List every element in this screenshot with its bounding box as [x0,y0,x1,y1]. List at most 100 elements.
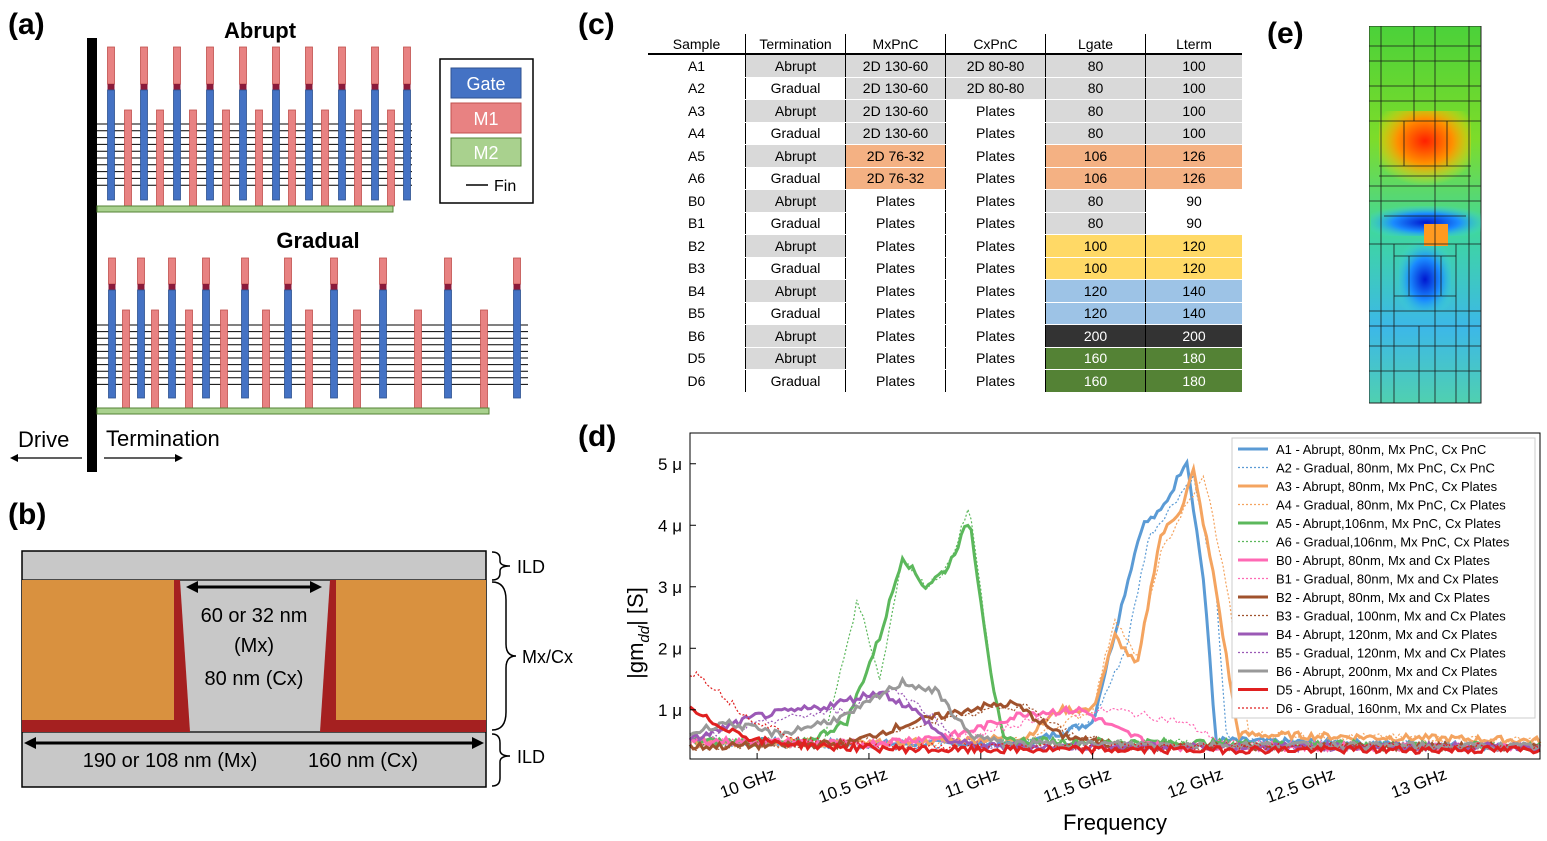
cell-sample: B4 [648,279,746,303]
header-cxpnc: CxPnC [945,34,1046,55]
x-axis-label: Frequency [1063,810,1167,835]
m1-finger [220,309,228,409]
cell-lterm: 140 [1145,279,1242,303]
cell-lgate: 80 [1045,99,1146,123]
width-label-mx: 190 or 108 nm (Mx) [83,750,258,772]
m1-finger [414,309,422,409]
cell-cxpnc: Plates [945,144,1046,168]
cell-mxpnc: Plates [845,257,946,280]
table-row: A3 Abrupt 2D 130-60 Plates 80 100 [648,99,1242,123]
via [284,284,292,290]
cell-cxpnc: Plates [945,122,1046,145]
gate-finger [338,89,346,201]
cell-termination: Gradual [745,77,846,100]
y-tick-label: 4 μ [658,516,682,535]
header-lterm: Lterm [1145,34,1242,55]
sample-table: Sample Termination MxPnC CxPnC Lgate Lte… [648,34,1242,393]
mxcx-brace [491,581,517,731]
cell-lgate: 100 [1045,234,1146,258]
table-row: A1 Abrupt 2D 130-60 2D 80-80 80 100 [648,54,1242,78]
m1-segment [239,46,247,85]
via [338,84,346,90]
cell-sample: D5 [648,347,746,370]
width-label-cx: 160 nm (Cx) [308,750,418,772]
cell-lgate: 80 [1045,189,1146,213]
cell-mxpnc: Plates [845,279,946,303]
sim-hot-region [1379,111,1471,186]
cell-termination: Abrupt [745,54,846,78]
legend-entry: B3 - Gradual, 100nm, Mx and Cx Plates [1276,609,1506,624]
cell-lterm: 90 [1145,212,1242,235]
via [330,284,338,290]
gate-finger [330,289,338,399]
cell-lgate: 80 [1045,54,1146,78]
via [168,284,176,290]
x-tick-label: 10 GHz [718,764,779,802]
m1-segment [272,46,280,85]
cell-lterm: 120 [1145,234,1242,258]
cell-termination: Abrupt [745,144,846,168]
cell-cxpnc: Plates [945,302,1046,325]
legend-entry: A6 - Gradual,106nm, Mx PnC, Cx Plates [1276,535,1510,550]
legend-entry: B5 - Gradual, 120nm, Mx and Cx Plates [1276,646,1506,661]
cell-mxpnc: Plates [845,347,946,370]
m1-finger [262,309,270,409]
gate-finger [108,289,116,399]
table-row: B6 Abrupt Plates Plates 200 200 [648,324,1242,348]
cell-termination: Gradual [745,257,846,280]
table-row: B3 Gradual Plates Plates 100 120 [648,257,1242,280]
field-simulation-image [1369,26,1482,404]
cell-lgate: 106 [1045,167,1146,190]
cell-lgate: 106 [1045,144,1146,168]
cell-cxpnc: Plates [945,167,1046,190]
gradual-title: Gradual [276,228,359,253]
table-row: B4 Abrupt Plates Plates 120 140 [648,279,1242,303]
header-mxpnc: MxPnC [845,34,946,55]
cell-termination: Gradual [745,369,846,393]
cell-mxpnc: 2D 130-60 [845,54,946,78]
header-termination: Termination [745,34,846,55]
cell-lgate: 160 [1045,347,1146,370]
cell-termination: Gradual [745,167,846,190]
gate-finger [305,89,313,201]
cell-cxpnc: Plates [945,189,1046,213]
cell-lterm: 200 [1145,324,1242,348]
cell-sample: A2 [648,77,746,100]
via [371,84,379,90]
via [173,84,181,90]
cell-sample: B2 [648,234,746,258]
cell-lterm: 180 [1145,369,1242,393]
chart-legend: A1 - Abrupt, 80nm, Mx PnC, Cx PnC A2 - Gr… [1231,437,1536,719]
legend-gate-label: Gate [466,74,505,94]
legend-entry: A1 - Abrupt, 80nm, Mx PnC, Cx PnC [1276,442,1486,457]
table-row: D5 Abrupt Plates Plates 160 180 [648,347,1242,370]
cell-lterm: 100 [1145,122,1242,145]
legend-entry: A4 - Gradual, 80nm, Mx PnC, Cx Plates [1276,498,1506,513]
legend-entry: B4 - Abrupt, 120nm, Mx and Cx Plates [1276,627,1498,642]
cell-mxpnc: 2D 76-32 [845,144,946,168]
legend-fin-label: Fin [494,178,516,195]
cell-mxpnc: Plates [845,369,946,393]
cell-termination: Abrupt [745,279,846,303]
gate-finger [137,289,145,399]
legend-entry: A5 - Abrupt,106nm, Mx PnC, Cx Plates [1276,516,1501,531]
cell-termination: Abrupt [745,347,846,370]
gate-finger [284,289,292,399]
legend-m2-label: M2 [473,143,498,163]
gate-finger [206,89,214,201]
m1-segment [379,257,387,285]
cell-lgate: 80 [1045,212,1146,235]
x-tick-label: 11.5 GHz [1041,764,1114,806]
via [137,284,145,290]
via [241,284,249,290]
series-line [689,705,1541,756]
cell-lterm: 100 [1145,54,1242,78]
m1-segment [403,46,411,85]
cell-lterm: 180 [1145,347,1242,370]
m1-segment [513,257,521,285]
cell-lgate: 200 [1045,324,1146,348]
panel-label-d: (d) [578,420,617,453]
cell-termination: Abrupt [745,99,846,123]
cell-lterm: 126 [1145,144,1242,168]
cell-sample: B3 [648,257,746,280]
